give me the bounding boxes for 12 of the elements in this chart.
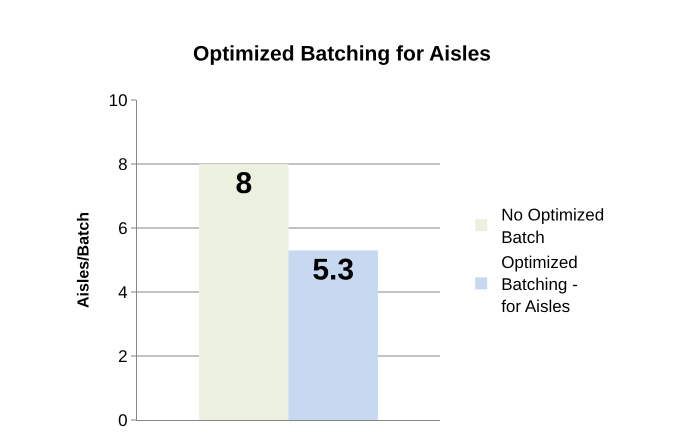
y-tick-label: 10 <box>108 90 128 110</box>
y-tick-label: 6 <box>118 218 128 238</box>
y-tick-label: 8 <box>118 154 128 174</box>
chart-title: Optimized Batching for Aisles <box>193 42 491 66</box>
data-label: 8 <box>235 167 252 200</box>
y-tick-label: 0 <box>118 410 128 430</box>
legend-label: No Optimized Batch <box>501 206 604 247</box>
y-axis-title: Aisles/Batch <box>76 212 93 308</box>
data-label: 5.3 <box>312 253 354 286</box>
legend-label: Optimized Batching - for Aisles <box>501 252 578 316</box>
y-tick-label: 2 <box>118 346 128 366</box>
y-tick-label: 4 <box>118 282 128 302</box>
